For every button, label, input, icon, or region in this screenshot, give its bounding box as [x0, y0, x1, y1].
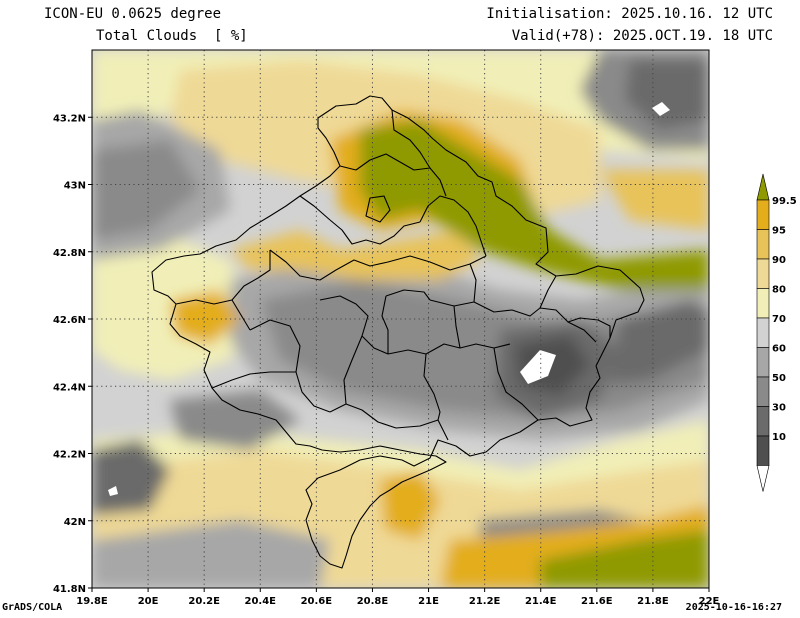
legend-level-label: 95	[772, 226, 786, 237]
latitude-tick-label: 42.2N	[53, 450, 86, 461]
legend-max-triangle	[756, 173, 770, 201]
legend-level-label: 10	[772, 432, 786, 443]
longitude-tick-label: 21.4E	[525, 596, 557, 607]
latitude-axis: 41.8N 42N 42.2N 42.4N 42.6N 42.8N 43N 43.2N	[53, 113, 92, 595]
legend-level-label: 90	[772, 255, 786, 266]
longitude-tick-label: 21.6E	[581, 596, 613, 607]
latitude-tick-label: 41.8N	[53, 584, 86, 595]
longitude-tick-label: 20.4E	[245, 596, 277, 607]
longitude-tick-label: 19.8E	[76, 596, 108, 607]
longitude-tick-label: 20.2E	[188, 596, 220, 607]
legend-color-box	[756, 288, 770, 319]
legend-color-box	[756, 199, 770, 230]
legend-level-label: 60	[772, 344, 786, 355]
coordinate-grid	[92, 50, 709, 588]
region-borders	[151, 95, 645, 569]
longitude-tick-label: 20.6E	[301, 596, 333, 607]
color-legend: 99.5 95 90 80 70 60 50 30 10	[756, 173, 797, 492]
legend-level-label: 50	[772, 373, 786, 384]
country-outline	[151, 95, 645, 569]
longitude-axis: 19.8E 20E 20.2E 20.4E 20.6E 20.8E 21E 21.2E 21.4…	[76, 588, 720, 607]
latitude-tick-label: 42.8N	[53, 248, 86, 259]
cloud-field	[92, 50, 709, 588]
software-credit: GrADS/COLA	[2, 602, 63, 613]
longitude-tick-label: 22E	[699, 596, 720, 607]
latitude-tick-label: 43N	[64, 181, 86, 192]
legend-min-triangle	[756, 465, 770, 492]
latitude-tick-label: 43.2N	[53, 113, 86, 124]
legend-level-label: 30	[772, 403, 786, 414]
latitude-tick-label: 42N	[64, 517, 86, 528]
legend-color-box	[756, 376, 770, 407]
longitude-tick-label: 21.2E	[469, 596, 501, 607]
legend-level-label: 70	[772, 314, 786, 325]
render-timestamp: 2025-10-16-16:27	[685, 602, 782, 613]
longitude-tick-label: 20E	[138, 596, 159, 607]
longitude-tick-label: 20.8E	[357, 596, 389, 607]
legend-color-box	[756, 317, 770, 348]
latitude-tick-label: 42.6N	[53, 315, 86, 326]
legend-level-label: 99.5	[772, 196, 797, 207]
legend-color-box	[756, 406, 770, 437]
variable-title: Total Clouds [ %]	[96, 28, 248, 44]
model-title: ICON-EU 0.0625 degree	[44, 6, 222, 22]
longitude-tick-label: 21.8E	[637, 596, 669, 607]
legend-level-label: 80	[772, 285, 786, 296]
legend-color-box	[756, 258, 770, 289]
legend-color-box	[756, 347, 770, 378]
initialisation-label: Initialisation: 2025.10.16. 12 UTC	[486, 6, 773, 22]
legend-color-box	[756, 435, 770, 466]
longitude-tick-label: 21E	[418, 596, 439, 607]
latitude-tick-label: 42.4N	[53, 382, 86, 393]
legend-color-box	[756, 229, 770, 260]
valid-time-label: Valid(+78): 2025.OCT.19. 18 UTC	[511, 28, 773, 44]
